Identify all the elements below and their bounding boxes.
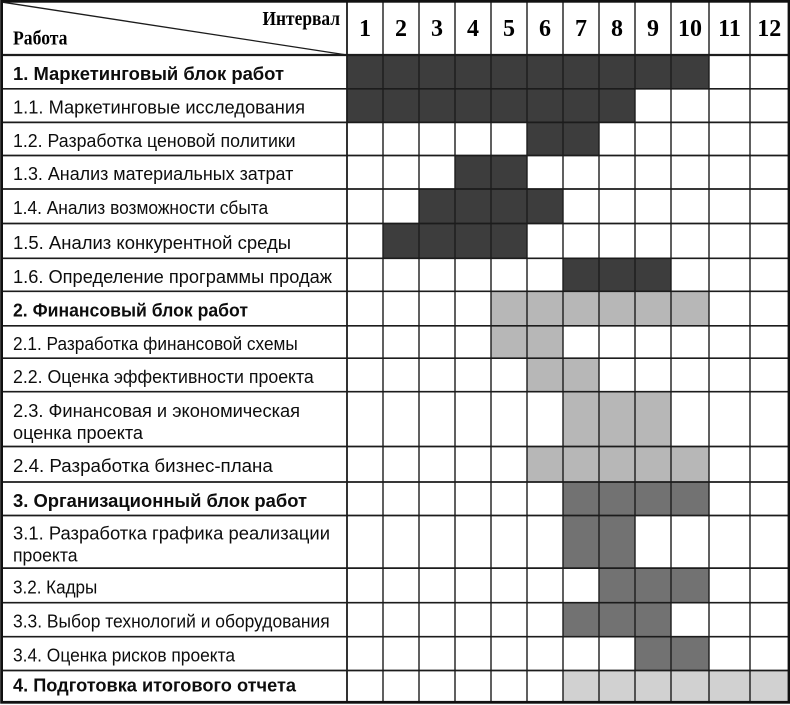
svg-text:8: 8 [611, 16, 623, 42]
svg-text:1.4. Анализ возможности сбыта: 1.4. Анализ возможности сбыта [13, 197, 269, 218]
svg-text:2.2. Оценка эффективности прое: 2.2. Оценка эффективности проекта [13, 366, 315, 387]
svg-text:6: 6 [539, 16, 551, 42]
svg-text:9: 9 [647, 16, 659, 42]
svg-text:2.4. Разработка бизнес-плана: 2.4. Разработка бизнес-плана [13, 455, 274, 476]
svg-text:4: 4 [467, 16, 479, 42]
svg-text:5: 5 [503, 16, 515, 42]
svg-text:1. Маркетинговый блок работ: 1. Маркетинговый блок работ [13, 63, 284, 84]
svg-text:3.2. Кадры: 3.2. Кадры [13, 576, 97, 597]
svg-text:1.2. Разработка ценовой полити: 1.2. Разработка ценовой политики [13, 130, 296, 151]
svg-text:3: 3 [431, 16, 443, 42]
svg-text:1.1. Маркетинговые исследовани: 1.1. Маркетинговые исследования [13, 97, 305, 118]
svg-text:10: 10 [678, 16, 702, 42]
svg-text:7: 7 [575, 16, 587, 42]
svg-text:2: 2 [395, 16, 407, 42]
svg-text:3.1. Разработка графика реализ: 3.1. Разработка графика реализации [13, 523, 330, 544]
svg-text:2.3. Финансовая и экономическа: 2.3. Финансовая и экономическая [13, 400, 300, 421]
svg-text:Работа: Работа [13, 28, 68, 50]
svg-text:Интервал: Интервал [263, 8, 341, 30]
svg-text:1.5. Анализ конкурентной среды: 1.5. Анализ конкурентной среды [13, 232, 291, 253]
svg-text:11: 11 [718, 16, 741, 42]
svg-text:проекта: проекта [13, 545, 78, 566]
svg-text:12: 12 [757, 16, 781, 42]
svg-text:1.6. Определение программы про: 1.6. Определение программы продаж [13, 266, 333, 287]
svg-text:1.3. Анализ материальных затра: 1.3. Анализ материальных затрат [13, 163, 294, 184]
svg-text:1: 1 [359, 16, 371, 42]
svg-text:3.3. Выбор технологий и оборуд: 3.3. Выбор технологий и оборудования [13, 611, 330, 632]
svg-text:4. Подготовка итогового отчета: 4. Подготовка итогового отчета [13, 675, 297, 696]
svg-text:3. Организационный блок работ: 3. Организационный блок работ [13, 490, 307, 511]
svg-text:2. Финансовый блок работ: 2. Финансовый блок работ [13, 300, 248, 321]
svg-text:2.1. Разработка финансовой схе: 2.1. Разработка финансовой схемы [13, 333, 298, 354]
svg-text:оценка проекта: оценка проекта [13, 422, 144, 443]
svg-text:3.4. Оценка рисков проекта: 3.4. Оценка рисков проекта [13, 645, 236, 666]
